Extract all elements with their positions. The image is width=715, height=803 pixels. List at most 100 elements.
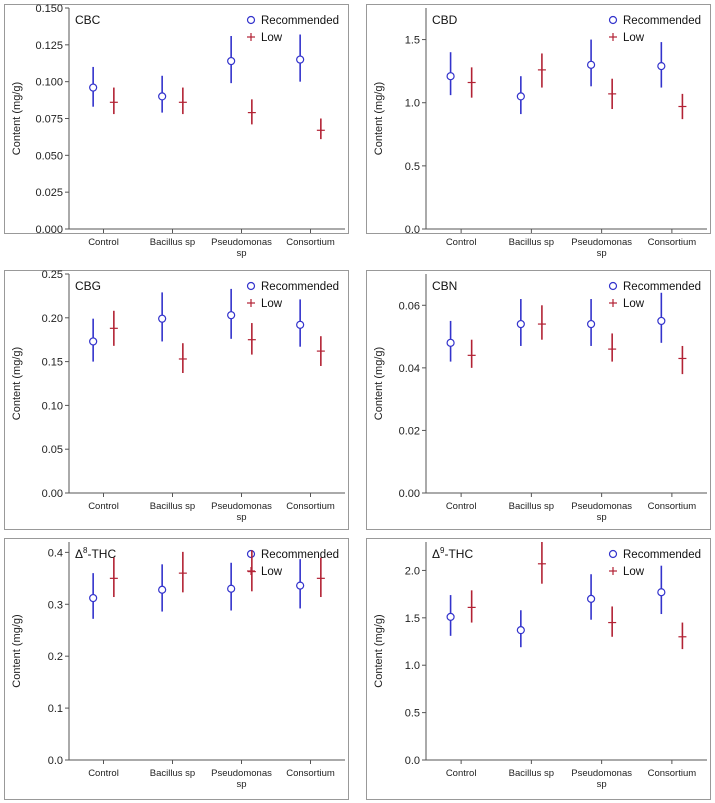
- panel-border: [366, 538, 711, 800]
- point-recommended: [446, 338, 455, 347]
- y-tick-label: 0.025: [35, 187, 63, 199]
- legend-label-low: Low: [623, 566, 645, 578]
- point-recommended: [516, 626, 525, 635]
- legend-label-low: Low: [261, 32, 283, 44]
- chart-title-text: CBG: [75, 279, 101, 293]
- y-tick-label: 0.04: [399, 363, 420, 375]
- chart-title-text: Δ: [432, 547, 440, 561]
- chart-title: CBG: [75, 279, 101, 293]
- x-tick-label: sp: [236, 248, 246, 259]
- y-tick-label: 0.0: [405, 755, 420, 767]
- chart-title-text: CBC: [75, 13, 101, 27]
- x-tick-label: Consortium: [286, 768, 335, 779]
- point-recommended: [516, 92, 525, 101]
- y-tick-label: 1.5: [405, 35, 420, 47]
- legend-marker-recommended: [608, 15, 618, 25]
- panel-border: [4, 270, 349, 530]
- point-recommended: [158, 585, 167, 594]
- chart-panel: 0.0 0.5 1.0 1.5 2.0 Content (mg/g) Control Baci…: [366, 538, 711, 800]
- chart-title: CBC: [75, 13, 101, 27]
- legend-marker-recommended: [246, 15, 256, 25]
- point-recommended: [657, 316, 666, 326]
- point-recommended: [158, 92, 167, 101]
- point-recommended: [657, 588, 666, 597]
- x-tick-label: Bacillus sp: [150, 501, 195, 512]
- y-axis-label: Content (mg/g): [373, 614, 385, 687]
- point-recommended: [657, 61, 666, 71]
- x-tick-label: Control: [88, 501, 119, 512]
- y-tick-label: 0.5: [405, 708, 420, 720]
- chart-title: Δ8-THC: [75, 546, 116, 561]
- y-tick-label: 0.3: [48, 599, 63, 611]
- y-tick-label: 0.150: [35, 3, 63, 15]
- chart-title-text: Δ: [75, 547, 83, 561]
- x-tick-label: Pseudomonas: [571, 237, 632, 248]
- point-recommended: [89, 83, 98, 92]
- chart-title-text: CBN: [432, 279, 457, 293]
- legend-label-recommended: Recommended: [623, 549, 701, 561]
- point-recommended: [446, 612, 455, 621]
- point-recommended: [586, 594, 596, 603]
- y-tick-label: 0.000: [35, 224, 63, 236]
- y-tick-label: 0.0: [405, 224, 420, 236]
- panel-border: [366, 4, 711, 234]
- chart-title-suffix: -THC: [87, 547, 116, 561]
- y-tick-label: 0.02: [399, 425, 420, 437]
- panel-border: [4, 538, 349, 800]
- chart-title-suffix: -THC: [444, 547, 473, 561]
- x-tick-label: Pseudomonas: [571, 501, 632, 512]
- point-recommended: [227, 311, 236, 320]
- chart-title-text: CBD: [432, 13, 458, 27]
- x-tick-label: Bacillus sp: [509, 768, 554, 779]
- chart-panel: 0.00 0.02 0.04 0.06 Content (mg/g) Control Bac…: [366, 270, 711, 530]
- y-tick-label: 0.25: [42, 269, 63, 281]
- point-recommended: [227, 584, 236, 593]
- x-tick-label: Control: [446, 768, 477, 779]
- chart-panel: 0.000 0.025 0.050 0.075 0.100 0.125 0.150 Conte…: [4, 3, 349, 259]
- point-recommended: [296, 55, 305, 64]
- y-axis-label: Content (mg/g): [373, 347, 385, 420]
- legend-marker-recommended: [246, 281, 256, 291]
- point-recommended: [296, 320, 305, 329]
- y-tick-label: 1.5: [405, 613, 420, 625]
- chart-title-sup: 9: [440, 546, 445, 555]
- x-tick-label: sp: [597, 248, 607, 259]
- x-tick-label: Consortium: [648, 501, 697, 512]
- legend-label-recommended: Recommended: [261, 549, 339, 561]
- y-tick-label: 0.2: [48, 651, 63, 663]
- y-tick-label: 0.20: [42, 313, 63, 325]
- x-tick-label: Bacillus sp: [150, 768, 195, 779]
- y-axis-label: Content (mg/g): [11, 614, 23, 687]
- x-tick-label: Consortium: [286, 237, 335, 248]
- point-recommended: [586, 319, 596, 329]
- x-tick-label: sp: [236, 512, 246, 523]
- x-tick-label: Control: [88, 237, 119, 248]
- legend-label-recommended: Recommended: [261, 15, 339, 27]
- chart-title: CBN: [432, 279, 457, 293]
- y-axis-label: Content (mg/g): [11, 347, 23, 420]
- x-tick-label: Consortium: [286, 501, 335, 512]
- y-tick-label: 0.00: [399, 488, 420, 500]
- point-recommended: [158, 314, 167, 323]
- x-tick-label: Consortium: [648, 768, 697, 779]
- legend-label-recommended: Recommended: [261, 281, 339, 293]
- y-tick-label: 0.125: [35, 40, 63, 52]
- y-tick-label: 0.06: [399, 300, 420, 312]
- x-tick-label: Control: [446, 237, 477, 248]
- legend-marker-recommended: [608, 549, 618, 559]
- x-tick-label: Consortium: [648, 237, 697, 248]
- x-tick-label: Control: [446, 501, 477, 512]
- y-tick-label: 0.10: [42, 400, 63, 412]
- legend-label-low: Low: [623, 298, 645, 310]
- y-tick-label: 0.00: [42, 488, 63, 500]
- panel-border: [366, 270, 711, 530]
- x-tick-label: Pseudomonas: [211, 768, 272, 779]
- legend-label-low: Low: [623, 32, 645, 44]
- point-recommended: [89, 593, 98, 603]
- y-tick-label: 0.15: [42, 357, 63, 369]
- y-tick-label: 0.5: [405, 161, 420, 173]
- chart-title-sup: 8: [83, 546, 88, 555]
- y-tick-label: 1.0: [405, 660, 420, 672]
- point-recommended: [516, 319, 525, 329]
